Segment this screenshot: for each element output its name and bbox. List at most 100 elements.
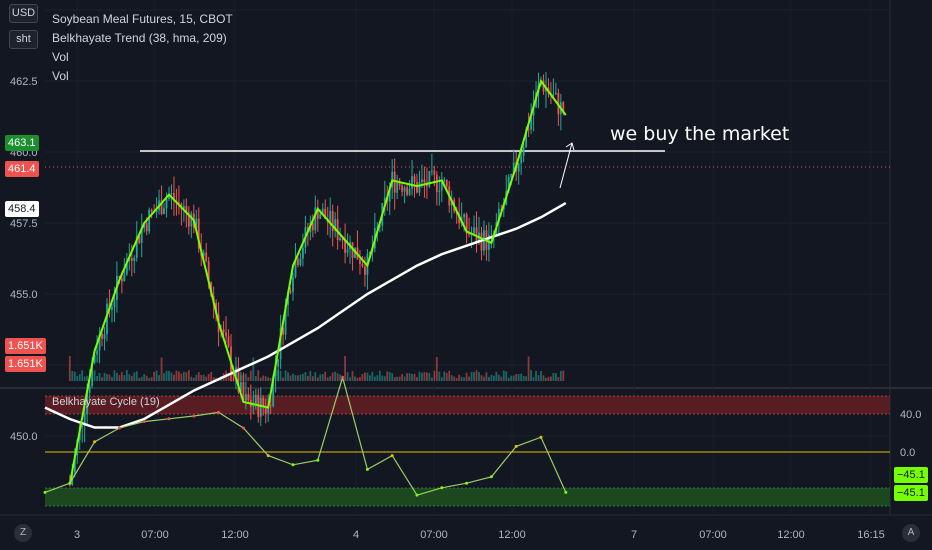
volume-bar bbox=[232, 376, 235, 381]
volume-bar bbox=[416, 377, 418, 381]
candle-body bbox=[225, 332, 227, 337]
oscillator-point bbox=[68, 481, 72, 485]
volume-bar bbox=[483, 376, 485, 381]
volume-bar bbox=[401, 374, 404, 381]
volume-bar bbox=[96, 376, 98, 381]
candle-body bbox=[364, 266, 366, 275]
candle-body bbox=[341, 238, 344, 241]
candle-body bbox=[468, 233, 470, 235]
volume-bar bbox=[344, 356, 346, 381]
oscillator-point bbox=[316, 458, 320, 462]
candle-body bbox=[93, 354, 96, 363]
currency-usd-button[interactable]: USD bbox=[9, 4, 38, 23]
volume-bar bbox=[324, 371, 327, 381]
candle-body bbox=[497, 209, 500, 223]
oscillator-point bbox=[390, 454, 394, 458]
oscillator-point bbox=[117, 426, 121, 430]
volume-bar bbox=[562, 370, 565, 381]
candle-body bbox=[195, 218, 198, 228]
volume-bar bbox=[450, 375, 453, 381]
x-tick-label: 3 bbox=[74, 529, 80, 541]
volume-bar bbox=[168, 370, 170, 381]
candle-body bbox=[272, 376, 275, 407]
volume-bar bbox=[103, 372, 106, 381]
candle-body bbox=[294, 259, 297, 277]
volume-bar bbox=[403, 376, 406, 381]
candle-body bbox=[522, 147, 525, 156]
candle-body bbox=[242, 382, 245, 401]
volume-bar bbox=[101, 377, 103, 381]
volume-bar bbox=[515, 374, 518, 381]
candle-body bbox=[383, 197, 386, 203]
oscillator-title[interactable]: Belkhayate Cycle (19) bbox=[52, 396, 160, 408]
volume-bar bbox=[178, 371, 180, 381]
candle-body bbox=[123, 274, 126, 282]
volume-bar bbox=[361, 374, 364, 381]
volume-bar bbox=[527, 356, 530, 381]
symbol-title[interactable]: Soybean Meal Futures, 15, CBOT bbox=[52, 12, 233, 26]
volume-bar bbox=[98, 372, 101, 381]
candle-body bbox=[178, 202, 180, 204]
candle-body bbox=[475, 227, 478, 242]
volume-bar bbox=[440, 377, 443, 381]
candle-body bbox=[113, 299, 116, 308]
candle-body bbox=[150, 209, 153, 212]
volume-bar bbox=[138, 377, 141, 381]
volume-bar bbox=[336, 373, 339, 381]
vol-label-1[interactable]: Vol bbox=[52, 50, 69, 64]
volume-bar bbox=[197, 372, 200, 381]
oscillator-point bbox=[514, 444, 518, 448]
auto-scale-button[interactable]: A bbox=[902, 524, 920, 542]
volume-bar bbox=[86, 375, 89, 381]
volume-bar bbox=[269, 377, 272, 381]
volume-bar bbox=[316, 377, 319, 381]
volume-bar bbox=[492, 375, 495, 381]
volume-bar bbox=[435, 356, 438, 381]
candle-body bbox=[416, 182, 418, 193]
oscillator-point bbox=[440, 486, 444, 490]
candle-body bbox=[170, 193, 173, 195]
volume-bar bbox=[306, 375, 309, 381]
volume-bar bbox=[240, 375, 242, 381]
candle-body bbox=[284, 304, 287, 335]
candle-body bbox=[388, 187, 391, 202]
candle-body bbox=[145, 223, 148, 232]
volume-bar bbox=[158, 375, 160, 381]
candle-body bbox=[133, 257, 136, 261]
candle-body bbox=[339, 238, 342, 240]
zoom-z-button[interactable]: Z bbox=[14, 524, 32, 542]
candle-body bbox=[299, 258, 302, 265]
candle-body bbox=[512, 162, 515, 175]
y-tick-label: 455.0 bbox=[10, 289, 38, 301]
candle-body bbox=[490, 233, 493, 235]
candle-body bbox=[98, 333, 101, 351]
candle-body bbox=[393, 171, 396, 193]
volume-bar bbox=[68, 356, 71, 381]
volume-bar bbox=[118, 375, 121, 381]
volume-bar bbox=[475, 370, 478, 381]
oscillator-point bbox=[192, 414, 196, 418]
volume-bar bbox=[200, 374, 203, 381]
candle-body bbox=[316, 207, 319, 219]
oscillator-point bbox=[465, 481, 469, 485]
volume-bar bbox=[396, 376, 399, 381]
oscillator-point bbox=[217, 410, 221, 414]
candle-body bbox=[530, 115, 532, 130]
volume-bar bbox=[478, 371, 480, 381]
volume-bar bbox=[488, 376, 490, 381]
candle-body bbox=[86, 392, 89, 414]
price-badge-green: 463.1 bbox=[5, 135, 39, 151]
volume-bar bbox=[175, 370, 178, 381]
volume-bar bbox=[93, 370, 96, 381]
trend-indicator-label[interactable]: Belkhayate Trend (38, hma, 209) bbox=[52, 31, 227, 45]
candle-body bbox=[314, 207, 317, 231]
candle-body bbox=[197, 218, 200, 249]
vol-label-2[interactable]: Vol bbox=[52, 69, 69, 83]
currency-sht-button[interactable]: sht bbox=[9, 30, 38, 49]
oscillator-point bbox=[341, 375, 345, 379]
candle-body bbox=[130, 258, 133, 261]
candle-body bbox=[96, 350, 98, 355]
annotation-text[interactable]: we buy the market bbox=[610, 123, 790, 145]
volume-bar bbox=[230, 370, 232, 381]
